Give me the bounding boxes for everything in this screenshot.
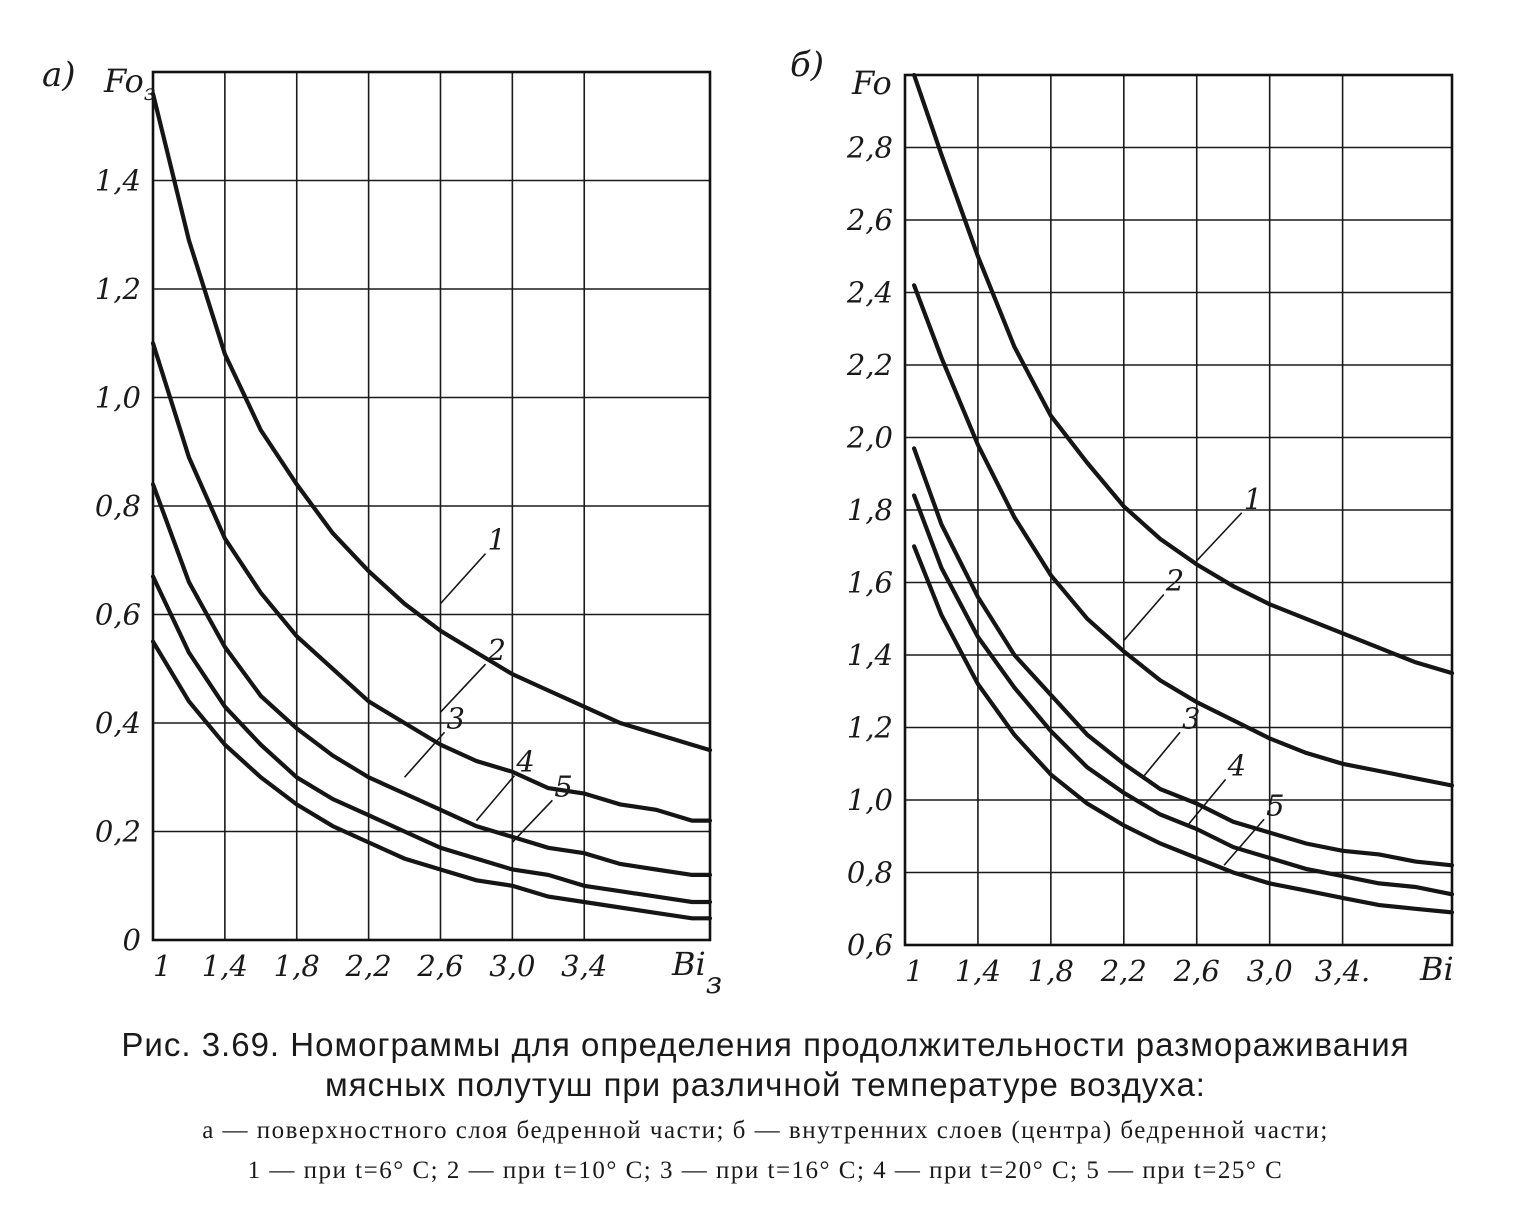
y-tick-label: 2,8 [846,131,893,165]
y-tick-label: 0,4 [95,706,141,740]
x-tick-label: 2,2 [345,949,392,983]
y-tick-label: 2,2 [846,348,893,382]
x-axis-label: Bi [1419,950,1454,988]
curve-label: 1 [1244,482,1262,516]
plot-frame [151,70,712,942]
x-tick-label: 1 [905,954,923,988]
x-tick-label: 2,2 [1100,954,1147,988]
y-tick-label: 1,0 [95,381,141,415]
x-tick-label: 2,6 [1173,954,1220,988]
caption-title-line-2: мясных полутуш при различной температуре… [325,1066,1206,1103]
curve-label: 4 [515,745,534,779]
x-axis-label-subscript: з [706,966,722,1000]
y-tick-label: 2,6 [846,203,893,237]
caption-legend-line-1: а — поверхностного слоя бедренной части;… [202,1117,1329,1144]
y-tick-label: 0,8 [95,489,141,523]
curve-3 [912,446,1455,868]
x-tick-label: 3,0 [1247,954,1293,988]
x-tick-label: 1,8 [274,949,320,983]
curve-5 [150,639,713,921]
curve-label: 5 [1266,788,1284,822]
y-tick-label: 1,0 [847,783,893,817]
y-tick-label: 0 [123,923,141,957]
x-tick-label: 1,4 [202,949,248,983]
x-tick-label: 2,6 [416,949,463,983]
x-tick-label: 3,4 [561,949,607,983]
plot-frame [903,73,1454,947]
y-tick-label: 1,2 [95,272,141,306]
y-tick-label: 0,6 [847,928,893,962]
curve-1 [150,91,713,753]
curve-label: 2 [1165,564,1184,598]
caption-legend-line-2: 1 — при t=6° C; 2 — при t=10° C; 3 — при… [247,1157,1284,1184]
y-tick-label: 0,2 [95,815,141,849]
panel-letter: a) [42,55,76,95]
figure-caption: Рис. 3.69. Номограммы для определения пр… [0,1025,1531,1185]
curve-label: 3 [1182,701,1200,735]
curve-label: 5 [554,769,572,803]
curve-label: 4 [1227,748,1246,782]
y-tick-label: 1,6 [847,566,893,600]
chart-panel-b: 1 1,4 1,8 2,2 2,6 3,0 3,4. 0,6 0,8 1,0 1,2 1,4 1,6 1,… [790,45,1455,988]
curve-2 [912,283,1455,788]
curve-label-leader [475,775,516,822]
curve-label-leader [403,731,446,778]
y-tick-label: 1,4 [847,638,893,672]
x-tick-label: 1,8 [1028,954,1074,988]
curve-label: 2 [486,633,505,667]
curve-label-leader [1223,818,1265,866]
curve-label-leader [1186,778,1227,826]
y-axis-label: Fo [851,64,892,102]
curve-1 [912,72,1455,676]
grid-lines [904,75,1452,946]
curve-label-leader [439,663,487,713]
curve-label-leader [1123,593,1165,642]
grid-lines [152,72,710,941]
panel-letter: б) [790,45,824,85]
y-tick-label: 2,4 [846,276,893,310]
nomogram-figure: 1 1,4 1,8 2,2 2,6 3,0 3,4 0 0,2 0,4 0,6 0,8 1,0 1,2 1,… [42,45,1455,1000]
y-axis-label: Foз [103,62,156,106]
curve-4 [912,493,1455,897]
curve-label-leader [1141,731,1181,779]
curve-label-leader [511,799,553,843]
curve-2 [150,341,713,823]
curve-label-leader [439,553,487,605]
x-tick-label: 3,4. [1315,954,1370,988]
curve-4 [150,574,713,905]
curve-3 [150,482,713,877]
curve-5 [912,544,1455,915]
x-tick-label: 3,0 [489,949,535,983]
curve-label: 3 [447,701,465,735]
curve-label: 1 [487,523,505,557]
y-tick-label: 1,8 [847,493,893,527]
y-tick-label: 0,6 [95,598,141,632]
caption-title-line-1: Рис. 3.69. Номограммы для определения пр… [121,1026,1410,1063]
y-tick-label: 1,2 [847,711,893,745]
y-tick-label: 0,8 [847,856,893,890]
x-axis-label: Biз [671,945,722,1000]
curve-label-leader [1196,512,1243,562]
chart-panel-a: 1 1,4 1,8 2,2 2,6 3,0 3,4 0 0,2 0,4 0,6 0,8 1,0 1,2 1,… [42,55,722,1000]
y-tick-label: 1,4 [95,164,141,198]
x-tick-label: 1 [153,949,171,983]
x-tick-label: 1,4 [955,954,1001,988]
y-tick-label: 2,0 [846,421,893,455]
